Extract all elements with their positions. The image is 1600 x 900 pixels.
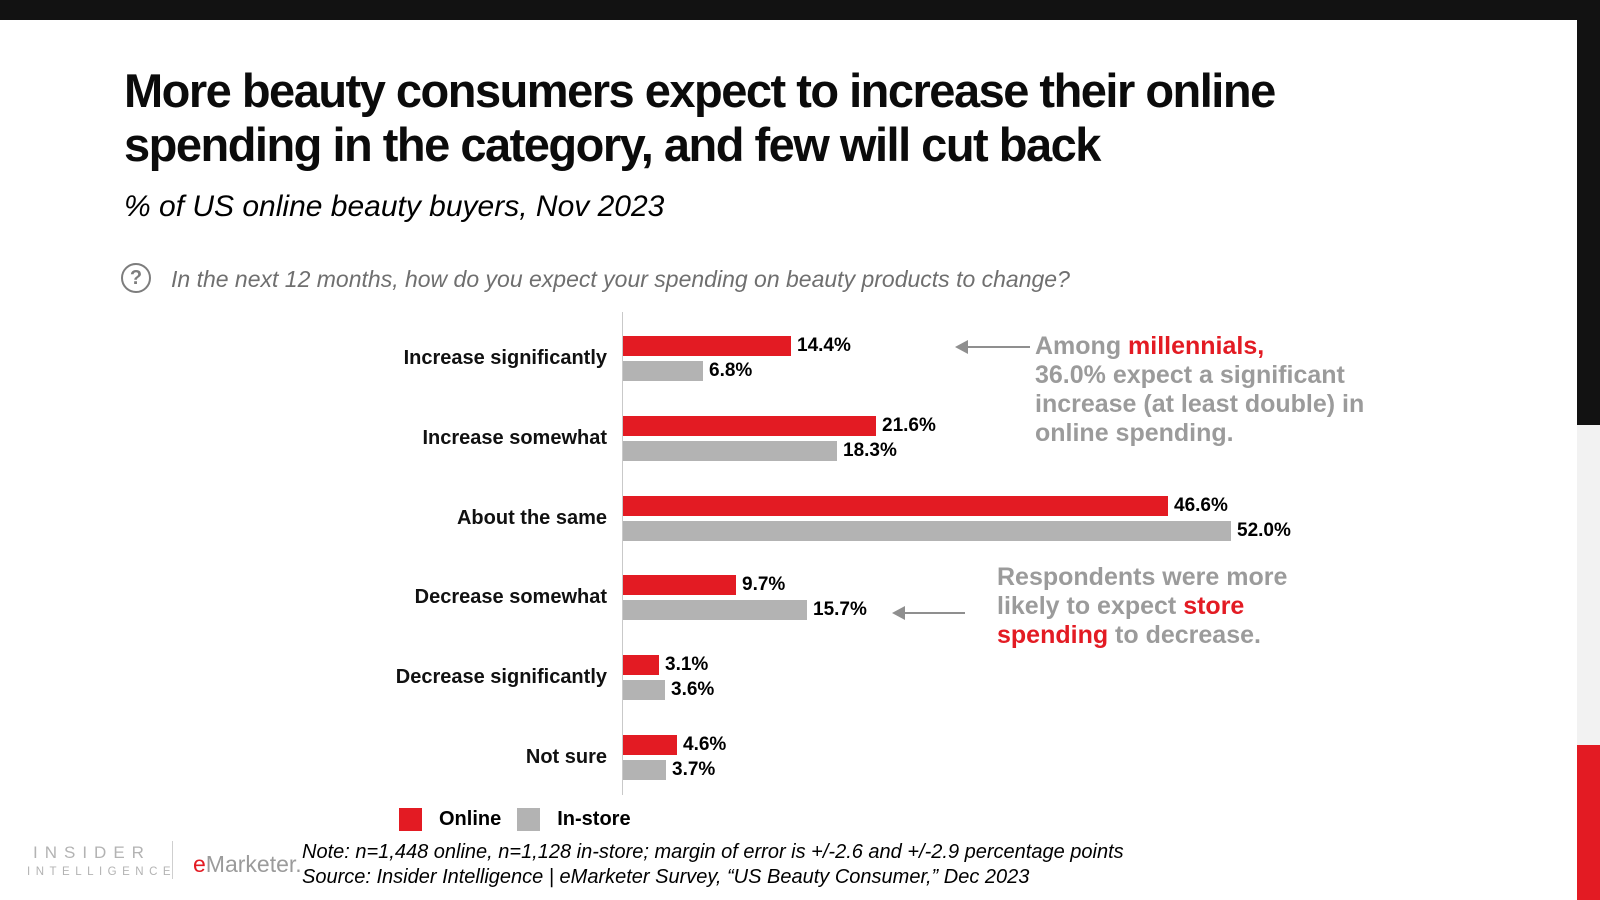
bar-online xyxy=(623,336,791,356)
bar-instore xyxy=(623,600,807,620)
arrow-shaft xyxy=(966,346,1030,348)
arrow-left-icon xyxy=(892,606,965,620)
arrow-head xyxy=(955,340,968,354)
annotation-line: 36.0% expect a significant xyxy=(1035,361,1364,390)
emarketer-logo-rest: Marketer. xyxy=(205,851,302,877)
value-label-instore: 18.3% xyxy=(843,440,897,461)
page-title-line1: More beauty consumers expect to increase… xyxy=(124,64,1276,117)
emarketer-logo: eMarketer. xyxy=(193,851,302,878)
annotation-text: 36.0% expect a significant xyxy=(1035,361,1345,389)
annotation-text: Among xyxy=(1035,332,1129,360)
annotation-highlight: spending xyxy=(997,621,1109,649)
bar-instore xyxy=(623,760,666,780)
category-label: About the same xyxy=(456,507,607,529)
value-label-instore: 15.7% xyxy=(813,599,867,620)
value-label-online: 9.7% xyxy=(742,574,786,595)
value-label-instore: 3.7% xyxy=(672,759,716,780)
arrow-head xyxy=(892,606,905,620)
bar-online xyxy=(623,655,659,675)
note-text: Note: n=1,448 online, n=1,128 in-store; … xyxy=(302,841,1124,863)
legend-swatch-instore xyxy=(517,808,541,831)
bar-instore xyxy=(623,361,703,381)
bar-online xyxy=(623,735,677,755)
chart-legend: Online In-store xyxy=(399,808,647,831)
annotation-line: online spending. xyxy=(1035,419,1364,448)
bar-instore xyxy=(623,441,837,461)
survey-question-text: In the next 12 months, how do you expect… xyxy=(171,266,1070,292)
category-label: Decrease somewhat xyxy=(414,586,607,608)
question-mark-circle-icon: ? xyxy=(121,263,151,293)
page-title-line2: spending in the category, and few will c… xyxy=(124,118,1101,171)
annotation-text: likely to expect xyxy=(997,592,1184,620)
annotation-text: online spending. xyxy=(1035,419,1234,447)
value-label-instore: 52.0% xyxy=(1237,520,1291,541)
emarketer-logo-e: e xyxy=(193,851,206,877)
chart-axis-line xyxy=(622,312,623,795)
value-label-online: 14.4% xyxy=(797,335,851,356)
annotation-store-spending: Respondents were more likely to expect st… xyxy=(997,563,1287,650)
top-black-bar xyxy=(0,0,1600,20)
logo-divider xyxy=(172,841,173,879)
category-label: Not sure xyxy=(525,746,607,768)
category-label: Increase significantly xyxy=(403,347,607,369)
legend-label-instore: In-store xyxy=(557,808,631,830)
source-text: Source: Insider Intelligence | eMarketer… xyxy=(302,866,1030,888)
value-label-online: 4.6% xyxy=(683,734,727,755)
right-strip-gray xyxy=(1577,425,1600,745)
bar-instore xyxy=(623,680,665,700)
category-label: Increase somewhat xyxy=(422,427,607,449)
value-label-online: 3.1% xyxy=(665,654,709,675)
insider-intelligence-logo-line1: INSIDER xyxy=(33,843,151,862)
annotation-line: Respondents were more xyxy=(997,563,1287,592)
annotation-text: to decrease. xyxy=(1108,621,1261,649)
bar-instore xyxy=(623,521,1231,541)
bar-online xyxy=(623,496,1168,516)
value-label-online: 21.6% xyxy=(882,415,936,436)
arrow-shaft xyxy=(903,612,965,614)
right-strip-red xyxy=(1577,745,1600,900)
annotation-millennials: Among millennials, 36.0% expect a signifi… xyxy=(1035,332,1364,448)
annotation-text: increase (at least double) in xyxy=(1035,390,1365,418)
bar-online xyxy=(623,575,736,595)
annotation-line: Among millennials, xyxy=(1035,332,1364,361)
right-strip-black xyxy=(1577,20,1600,425)
value-label-instore: 3.6% xyxy=(671,679,715,700)
value-label-online: 46.6% xyxy=(1174,495,1228,516)
annotation-highlight: store xyxy=(1183,592,1245,620)
bar-online xyxy=(623,416,876,436)
annotation-highlight: millennials, xyxy=(1128,332,1265,360)
arrow-left-icon xyxy=(955,340,1030,354)
value-label-instore: 6.8% xyxy=(709,360,753,381)
legend-swatch-online xyxy=(399,808,422,831)
insider-intelligence-logo-line2: INTELLIGENCE xyxy=(27,866,177,878)
page-subtitle: % of US online beauty buyers, Nov 2023 xyxy=(124,190,665,223)
annotation-line: increase (at least double) in xyxy=(1035,390,1364,419)
annotation-line: spending to decrease. xyxy=(997,621,1287,650)
annotation-line: likely to expect store xyxy=(997,592,1287,621)
legend-label-online: Online xyxy=(439,808,502,830)
annotation-text: Respondents were more xyxy=(997,563,1288,591)
category-label: Decrease significantly xyxy=(395,666,607,688)
